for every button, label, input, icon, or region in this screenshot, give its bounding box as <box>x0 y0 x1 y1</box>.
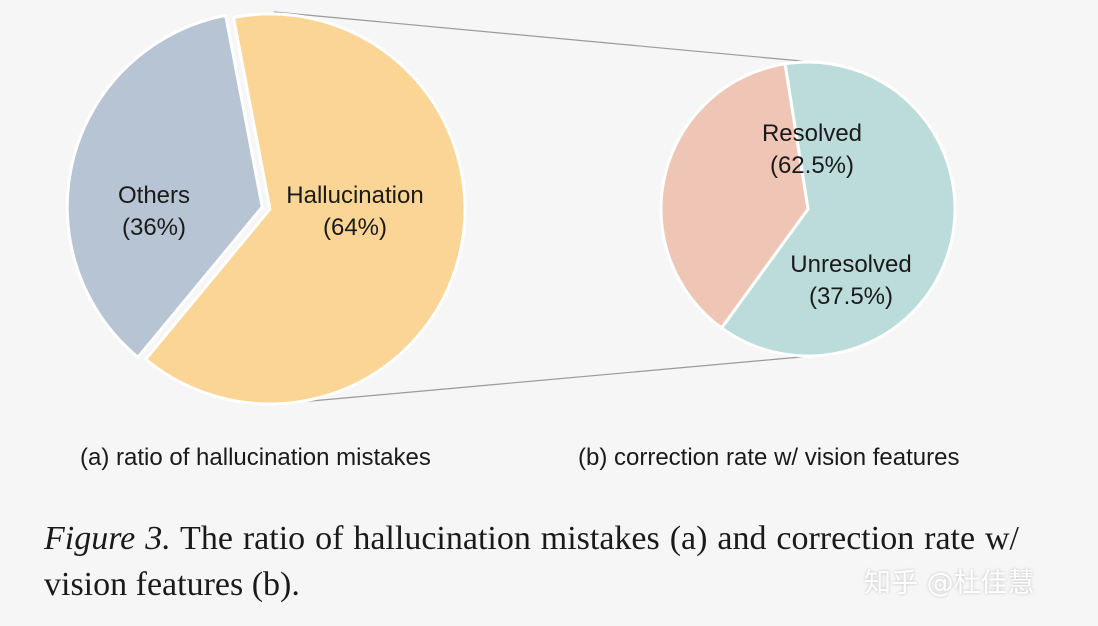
figure-number: Figure 3. <box>44 520 171 557</box>
connector-line-top <box>273 11 813 63</box>
pie-b-slice-resolved <box>720 60 957 358</box>
pie-b-value-unresolved: (37.5%) <box>809 283 893 310</box>
connector-line-bottom <box>299 355 813 403</box>
pie-a-value-others: (36%) <box>122 214 186 241</box>
pie-a-slice-others <box>65 13 264 359</box>
pie-b-label-unresolved: Unresolved <box>790 251 911 278</box>
pie-a-value-hallucination: (64%) <box>323 214 387 241</box>
figure-caption: Figure 3. The ratio of hallucination mis… <box>44 516 1019 608</box>
pie-b-value-resolved: (62.5%) <box>770 152 854 179</box>
pie-chart-a: Hallucination (64%) Others (36%) <box>65 12 467 406</box>
pie-a-slice-hallucination <box>144 12 467 406</box>
subcaption-b: (b) correction rate w/ vision features <box>578 444 960 471</box>
pie-b-label-resolved: Resolved <box>762 120 862 147</box>
connector-lines <box>273 11 813 403</box>
subcaption-a: (a) ratio of hallucination mistakes <box>80 444 431 471</box>
pie-chart-b: Resolved (62.5%) Unresolved (37.5%) <box>659 60 957 358</box>
pie-a-label-hallucination: Hallucination <box>286 182 423 209</box>
watermark: 知乎 @杜佳慧 <box>864 568 1035 599</box>
pie-a-label-others: Others <box>118 182 190 209</box>
figure-caption-text: The ratio of hallucination mistakes (a) … <box>44 520 1020 603</box>
pie-b-slice-unresolved <box>659 62 810 330</box>
